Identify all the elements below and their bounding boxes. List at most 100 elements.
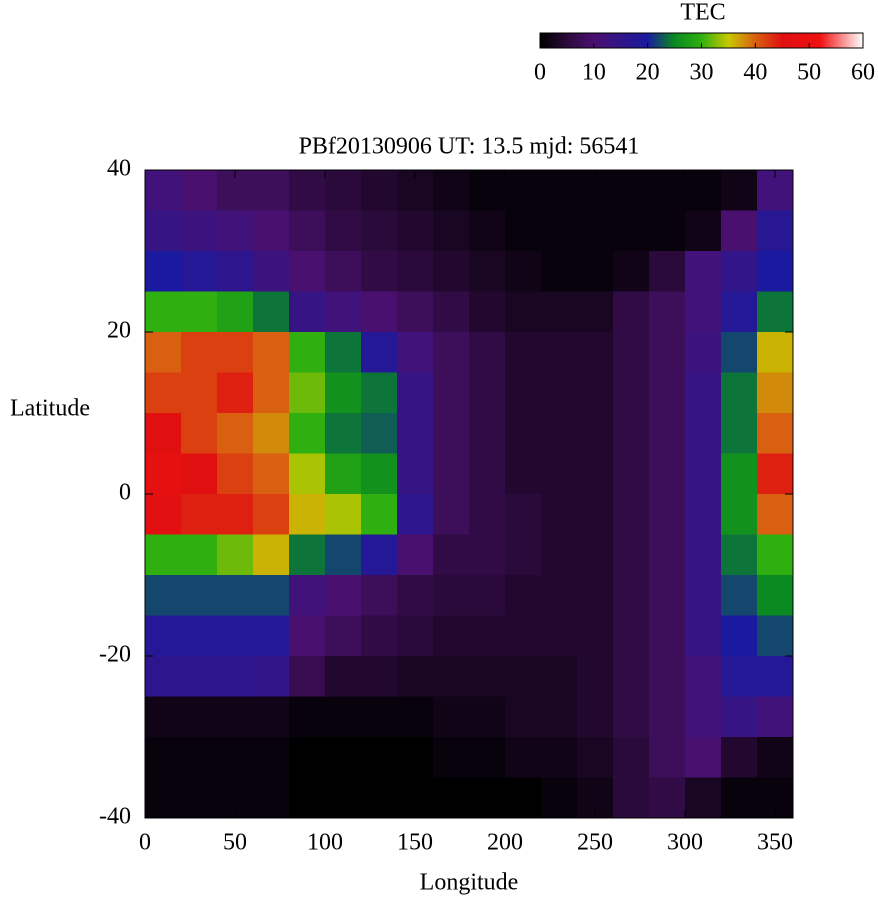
colorbar-swatch: [564, 33, 566, 48]
y-axis-label: Latitude: [10, 396, 90, 422]
heat-cell: [577, 251, 614, 292]
colorbar-swatch: [607, 33, 609, 48]
colorbar-swatch: [644, 33, 646, 48]
heat-cell: [253, 332, 290, 373]
colorbar-swatch: [764, 33, 766, 48]
colorbar-swatch: [749, 33, 751, 48]
heat-cell: [289, 696, 326, 738]
heat-cell: [181, 170, 218, 211]
colorbar-swatch: [609, 33, 611, 48]
heat-cell: [289, 453, 326, 495]
x-axis-label: Longitude: [420, 870, 519, 896]
heat-cell: [649, 575, 686, 616]
colorbar-swatch: [572, 33, 574, 48]
heat-cell: [289, 575, 326, 616]
colorbar-swatch: [673, 33, 675, 48]
heat-cell: [505, 332, 542, 373]
heat-cell: [541, 777, 578, 819]
colorbar-swatch: [615, 33, 617, 48]
colorbar-swatch: [775, 33, 777, 48]
colorbar-swatch: [669, 33, 671, 48]
colorbar-tick-label: 50: [797, 60, 821, 86]
heat-cell: [721, 494, 758, 535]
colorbar-swatch: [859, 33, 861, 48]
heat-cell: [253, 696, 290, 738]
colorbar-swatch: [557, 33, 559, 48]
heat-cell: [721, 534, 758, 576]
heat-cell: [613, 737, 650, 778]
heat-cell: [433, 494, 470, 535]
heat-cell: [433, 453, 470, 495]
heat-cell: [325, 372, 362, 414]
heat-cell: [505, 372, 542, 414]
colorbar-swatch: [761, 33, 763, 48]
colorbar-swatch: [569, 33, 571, 48]
colorbar-swatch: [603, 33, 605, 48]
heat-cell: [433, 656, 470, 697]
heat-cell: [541, 696, 578, 738]
heat-cell: [433, 575, 470, 616]
heat-cell: [361, 332, 398, 373]
colorbar-swatch: [697, 33, 699, 48]
heat-cell: [253, 170, 290, 211]
colorbar-swatch: [599, 33, 601, 48]
heat-cell: [649, 372, 686, 414]
colorbar-swatch: [559, 33, 561, 48]
colorbar-swatch: [723, 33, 725, 48]
colorbar-swatch: [833, 33, 835, 48]
colorbar-swatch: [714, 33, 716, 48]
colorbar-swatch: [842, 33, 844, 48]
colorbar-swatch: [691, 33, 693, 48]
colorbar-swatch: [694, 33, 696, 48]
y-tick-label: 0: [119, 480, 131, 506]
heat-cell: [649, 453, 686, 495]
colorbar-swatch: [610, 33, 612, 48]
heat-cell: [505, 210, 542, 252]
heat-cell: [361, 615, 398, 657]
colorbar-swatch: [847, 33, 849, 48]
colorbar-swatch: [721, 33, 723, 48]
heat-cell: [577, 332, 614, 373]
heat-cell: [217, 494, 254, 535]
y-tick-label: 20: [107, 318, 131, 344]
colorbar-swatch: [774, 33, 776, 48]
colorbar-swatch: [748, 33, 750, 48]
colorbar-swatch: [601, 33, 603, 48]
heat-cell: [469, 332, 506, 373]
colorbar-swatch: [822, 33, 824, 48]
colorbar-swatch: [700, 33, 702, 48]
colorbar-swatch: [768, 33, 770, 48]
colorbar-swatch: [570, 33, 572, 48]
colorbar-swatch: [767, 33, 769, 48]
heat-cell: [145, 332, 182, 373]
colorbar-swatch: [730, 33, 732, 48]
heat-cell: [145, 656, 182, 697]
heat-cell: [469, 453, 506, 495]
heat-cell: [325, 332, 362, 373]
heat-cell: [469, 494, 506, 535]
y-tick-label: -40: [99, 804, 131, 830]
heat-cell: [541, 170, 578, 211]
colorbar-swatch: [696, 33, 698, 48]
colorbar-tick-label: 40: [743, 60, 767, 86]
heat-cell: [721, 251, 758, 292]
heat-cell: [685, 656, 722, 697]
colorbar-swatch: [674, 33, 676, 48]
colorbar-swatch: [541, 33, 543, 48]
heat-cell: [181, 575, 218, 616]
colorbar-swatch: [583, 33, 585, 48]
heat-cell: [541, 737, 578, 778]
colorbar-swatch: [834, 33, 836, 48]
heat-cell: [613, 453, 650, 495]
colorbar-swatch: [701, 33, 703, 48]
heat-cell: [757, 575, 794, 616]
colorbar-swatch: [554, 33, 556, 48]
colorbar-swatch: [614, 33, 616, 48]
heat-cell: [757, 291, 794, 333]
colorbar-swatch: [682, 33, 684, 48]
colorbar-swatch: [756, 33, 758, 48]
heat-cell: [397, 291, 434, 333]
colorbar-swatch: [667, 33, 669, 48]
colorbar-swatch: [711, 33, 713, 48]
colorbar-swatch: [836, 33, 838, 48]
